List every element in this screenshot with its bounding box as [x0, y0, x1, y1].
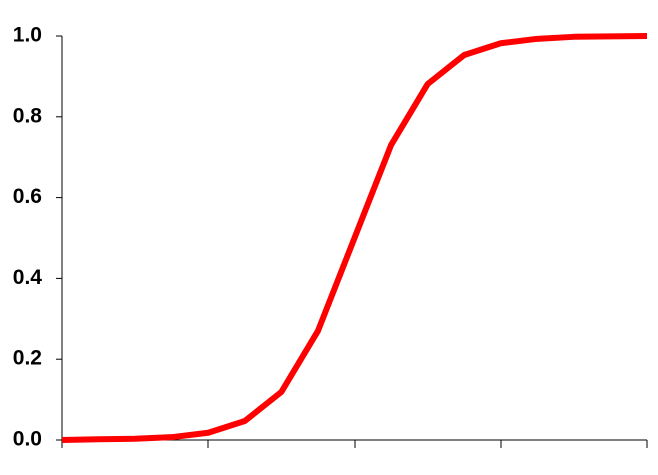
y-tick-label: 0.2 [13, 347, 42, 370]
y-tick-label: 0.8 [13, 104, 43, 127]
x-ticks [61, 440, 648, 448]
line-series [61, 33, 648, 443]
y-tick-label: 0.0 [13, 428, 42, 451]
y-tick-label: 0.4 [13, 266, 43, 289]
y-tick-label: 0.6 [13, 185, 42, 208]
y-tick-label: 1.0 [13, 24, 42, 47]
